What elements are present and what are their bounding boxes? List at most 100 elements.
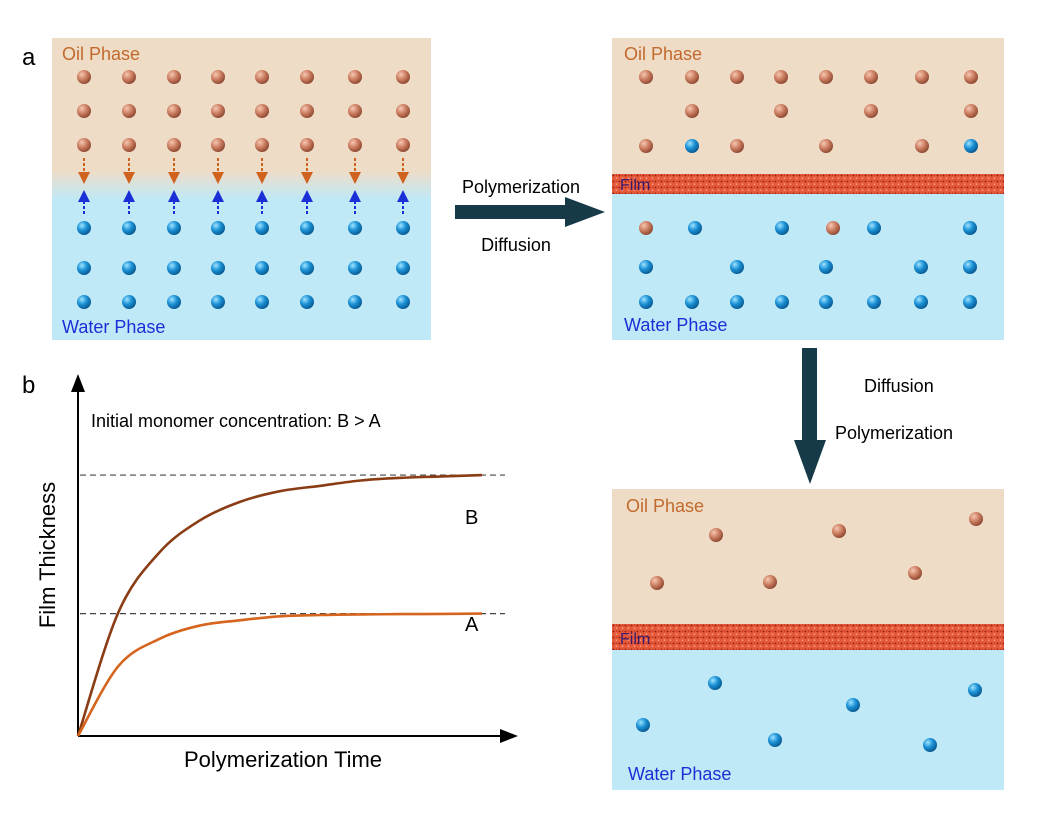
oil-monomer xyxy=(964,104,978,118)
oil-phase-region xyxy=(52,38,431,170)
step2-label-diffusion: Diffusion xyxy=(864,376,934,396)
film-label: Film xyxy=(620,177,650,194)
water-monomer xyxy=(122,261,136,275)
oil-monomer xyxy=(167,104,181,118)
oil-monomer xyxy=(300,138,314,152)
y-axis-label: Film Thickness xyxy=(35,482,60,628)
water-monomer xyxy=(867,295,881,309)
asymptote-lines xyxy=(80,474,505,615)
oil-monomer xyxy=(908,566,922,580)
curve-label-A: A xyxy=(465,614,479,636)
oil-monomer xyxy=(864,104,878,118)
water-monomer xyxy=(867,221,881,235)
oil-monomer xyxy=(774,104,788,118)
water-monomer xyxy=(968,683,982,697)
water-monomer xyxy=(730,295,744,309)
water-monomer xyxy=(923,738,937,752)
water-monomer xyxy=(730,260,744,274)
oil-phase-region xyxy=(612,489,1004,624)
chart-annotation: Initial monomer concentration: B > A xyxy=(91,411,381,431)
water-monomer xyxy=(77,295,91,309)
water-monomer xyxy=(396,261,410,275)
oil-monomer xyxy=(685,70,699,84)
water-monomer xyxy=(77,221,91,235)
water-monomer xyxy=(775,221,789,235)
oil-monomer xyxy=(774,70,788,84)
water-phase-region xyxy=(612,194,1004,340)
oil-monomer xyxy=(348,70,362,84)
oil-monomer xyxy=(211,70,225,84)
water-monomer xyxy=(211,261,225,275)
oil-monomer xyxy=(167,138,181,152)
water-monomer xyxy=(685,139,699,153)
water-monomer xyxy=(819,260,833,274)
water-monomer xyxy=(255,261,269,275)
water-phase-label: Water Phase xyxy=(62,317,165,337)
water-monomer xyxy=(819,295,833,309)
water-monomer xyxy=(685,295,699,309)
water-monomer xyxy=(768,733,782,747)
series-line-B xyxy=(76,473,483,737)
oil-monomer xyxy=(396,70,410,84)
oil-monomer xyxy=(300,70,314,84)
process-arrow-right: Polymerization Diffusion xyxy=(455,177,605,255)
panel-label-a: a xyxy=(22,44,36,71)
oil-monomer xyxy=(685,104,699,118)
water-monomer xyxy=(846,698,860,712)
oil-monomer xyxy=(167,70,181,84)
water-monomer xyxy=(167,221,181,235)
oil-monomer xyxy=(77,104,91,118)
oil-monomer xyxy=(819,70,833,84)
water-monomer xyxy=(211,221,225,235)
oil-monomer xyxy=(864,70,878,84)
oil-monomer xyxy=(639,70,653,84)
water-monomer xyxy=(963,221,977,235)
film-layer xyxy=(612,624,1004,650)
water-monomer xyxy=(77,261,91,275)
oil-phase-region xyxy=(612,38,1004,174)
water-monomer xyxy=(914,260,928,274)
water-monomer xyxy=(348,295,362,309)
oil-monomer xyxy=(730,70,744,84)
water-monomer xyxy=(255,221,269,235)
water-monomer xyxy=(300,295,314,309)
x-axis-label: Polymerization Time xyxy=(184,747,382,772)
water-monomer xyxy=(964,139,978,153)
film-layer xyxy=(612,174,1004,194)
water-monomer xyxy=(639,260,653,274)
film-thickness-chart: Initial monomer concentration: B > A Pol… xyxy=(35,374,518,772)
water-monomer xyxy=(122,221,136,235)
water-monomer xyxy=(396,221,410,235)
water-monomer xyxy=(914,295,928,309)
water-monomer xyxy=(396,295,410,309)
oil-monomer xyxy=(969,512,983,526)
oil-monomer xyxy=(255,138,269,152)
water-monomers xyxy=(77,221,410,309)
water-monomer xyxy=(775,295,789,309)
water-phase-region xyxy=(612,650,1004,790)
water-monomer xyxy=(963,260,977,274)
water-phase-label: Water Phase xyxy=(624,315,727,335)
monomers xyxy=(636,512,983,752)
water-phase-region xyxy=(52,200,431,340)
oil-phase-label: Oil Phase xyxy=(624,44,702,64)
oil-monomer xyxy=(211,104,225,118)
water-monomer xyxy=(167,261,181,275)
box-initial-state: Oil Phase Water Phase xyxy=(52,38,431,340)
water-monomer xyxy=(348,221,362,235)
oil-monomer xyxy=(77,70,91,84)
oil-monomer xyxy=(915,139,929,153)
series-lines xyxy=(76,473,483,737)
step2-label-polymerization: Polymerization xyxy=(835,423,953,443)
oil-monomer xyxy=(650,576,664,590)
process-arrow-down: Diffusion Polymerization xyxy=(794,348,953,484)
film-label: Film xyxy=(620,631,650,648)
arrow-down-shape xyxy=(794,348,826,484)
oil-phase-label: Oil Phase xyxy=(62,44,140,64)
oil-monomer xyxy=(396,138,410,152)
panel-label-b: b xyxy=(22,372,35,399)
box-final-state: Oil Phase Film Water Phase xyxy=(612,489,1004,790)
oil-monomer xyxy=(396,104,410,118)
oil-monomer xyxy=(77,138,91,152)
